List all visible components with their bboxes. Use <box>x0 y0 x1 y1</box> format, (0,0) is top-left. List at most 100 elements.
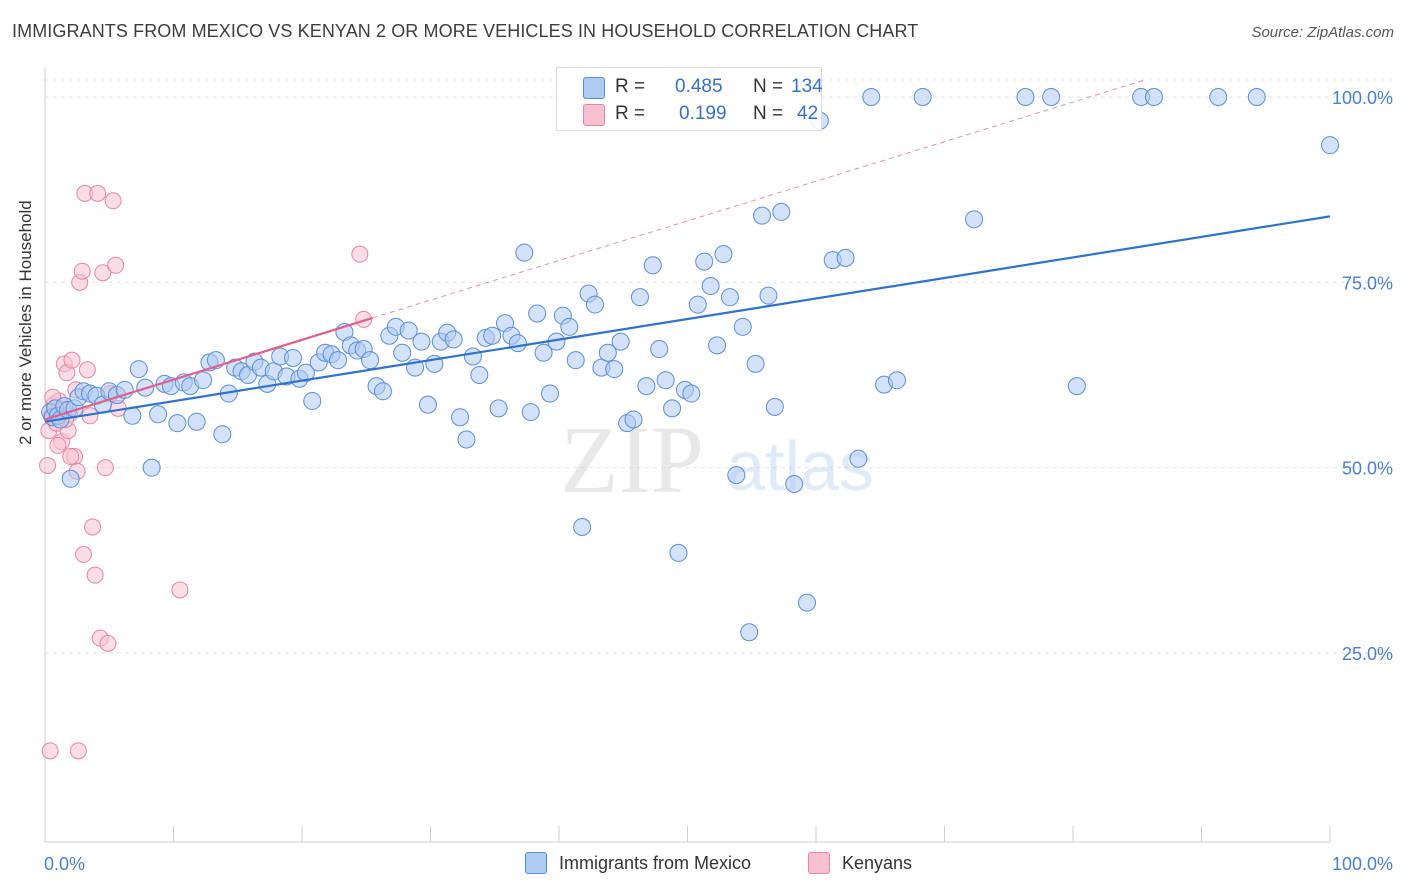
mexico-point <box>1144 88 1163 106</box>
mexico-point <box>656 371 675 390</box>
kenyans-point <box>355 310 373 328</box>
mexico-point <box>637 377 656 396</box>
mexico-point <box>733 317 752 336</box>
mexico-point <box>708 336 727 355</box>
mexico-point <box>541 384 560 403</box>
mexico-point <box>168 414 187 433</box>
legend-item-mexico: Immigrants from Mexico <box>525 852 751 874</box>
kenyans-point <box>94 264 112 282</box>
mexico-point <box>418 395 437 414</box>
mexico-point <box>328 351 347 370</box>
legend-swatch-kenyans <box>583 104 605 126</box>
kenyans-point <box>104 192 122 210</box>
mexico-point <box>727 466 746 485</box>
mexico-point <box>393 343 412 362</box>
legend-n-value: 42 <box>797 103 819 124</box>
mexico-point <box>746 354 765 373</box>
mexico-point <box>521 403 540 422</box>
legend-n-label: N = <box>753 103 784 124</box>
mexico-point <box>1247 88 1266 106</box>
mexico-point <box>508 334 527 353</box>
mexico-point <box>714 245 733 264</box>
mexico-point <box>373 382 392 401</box>
mexico-point <box>1016 88 1035 106</box>
mexico-point <box>605 360 624 379</box>
mexico-point <box>470 366 489 384</box>
legend-stats: R = 0.485 N = 134 R = 0.199 N = 42 <box>556 67 823 131</box>
kenyans-point <box>62 448 80 466</box>
mexico-point <box>650 340 669 359</box>
tick-labels: 25.0% 50.0% 75.0% 100.0% 0.0% 100.0% <box>44 88 1393 874</box>
mexico-point <box>194 371 213 390</box>
mexico-point <box>753 206 772 225</box>
mexico-point <box>187 412 206 431</box>
mexico-point <box>213 425 232 444</box>
kenyans-point <box>39 456 57 474</box>
mexico-point <box>785 474 804 493</box>
kenyans-point <box>69 742 87 760</box>
kenyans-point <box>107 256 125 274</box>
legend-label-mexico: Immigrants from Mexico <box>559 852 752 873</box>
legend-n-value: 134 <box>791 76 823 97</box>
mexico-point <box>740 623 759 642</box>
watermark-atlas: atlas <box>726 427 874 505</box>
legend-item-kenyans: Kenyans <box>808 852 912 874</box>
x-tick-label: 0.0% <box>44 854 85 874</box>
mexico-point <box>489 399 508 418</box>
mexico-point <box>611 332 630 351</box>
mexico-point <box>129 360 148 379</box>
trend-lines <box>44 79 1331 423</box>
kenyans-point <box>73 262 91 280</box>
mexico-point <box>515 243 534 262</box>
y-tick-label: 100.0% <box>1332 88 1393 108</box>
mexico-point <box>573 517 592 536</box>
kenyans-point <box>84 518 102 536</box>
legend-n-label: N = <box>753 76 784 97</box>
mexico-point <box>663 399 682 418</box>
legend-swatch-kenyans <box>808 852 830 874</box>
chart-title: IMMIGRANTS FROM MEXICO VS KENYAN 2 OR MO… <box>12 21 919 41</box>
mexico-point <box>483 326 502 345</box>
kenyans-point <box>49 436 67 454</box>
mexico-point <box>701 277 720 296</box>
mexico-point <box>1209 88 1228 106</box>
mexico-point <box>965 210 984 229</box>
mexico-point <box>1067 377 1086 396</box>
mexico-point <box>1321 136 1339 155</box>
kenyans-points <box>39 184 373 760</box>
y-tick-label: 75.0% <box>1342 273 1393 293</box>
legend-series: Immigrants from Mexico Kenyans <box>0 852 1406 878</box>
source-label: Source: ZipAtlas.com <box>1251 24 1394 41</box>
mexico-point <box>528 304 547 323</box>
y-tick-label: 25.0% <box>1342 644 1393 664</box>
legend-label-kenyans: Kenyans <box>842 852 913 873</box>
x-tick-label: 100.0% <box>1332 854 1393 874</box>
mexico-point <box>303 391 322 410</box>
mexico-point <box>1042 88 1061 106</box>
kenyans-point <box>96 459 114 477</box>
mexico-point <box>61 469 80 488</box>
kenyans-point <box>41 742 59 760</box>
mexico-trend-line <box>44 215 1331 423</box>
kenyans-point <box>351 245 369 263</box>
mexico-point <box>624 410 643 429</box>
legend-r-value: 0.199 <box>679 103 727 124</box>
mexico-point <box>669 543 688 562</box>
mexico-point <box>361 351 380 370</box>
mexico-point <box>836 248 855 267</box>
legend-swatch-mexico <box>583 77 605 99</box>
legend-swatch-mexico <box>525 852 547 874</box>
mexico-point <box>759 286 778 305</box>
mexico-points <box>41 88 1339 642</box>
y-tick-label: 50.0% <box>1342 459 1393 479</box>
mexico-point <box>643 256 662 275</box>
mexico-point <box>913 88 932 106</box>
mexico-point <box>598 343 617 362</box>
mexico-point <box>412 332 431 351</box>
kenyans-point <box>89 184 107 202</box>
kenyans-point <box>171 581 189 599</box>
mexico-point <box>862 88 881 106</box>
kenyans-trend-line <box>44 316 374 421</box>
mexico-point <box>688 295 707 314</box>
